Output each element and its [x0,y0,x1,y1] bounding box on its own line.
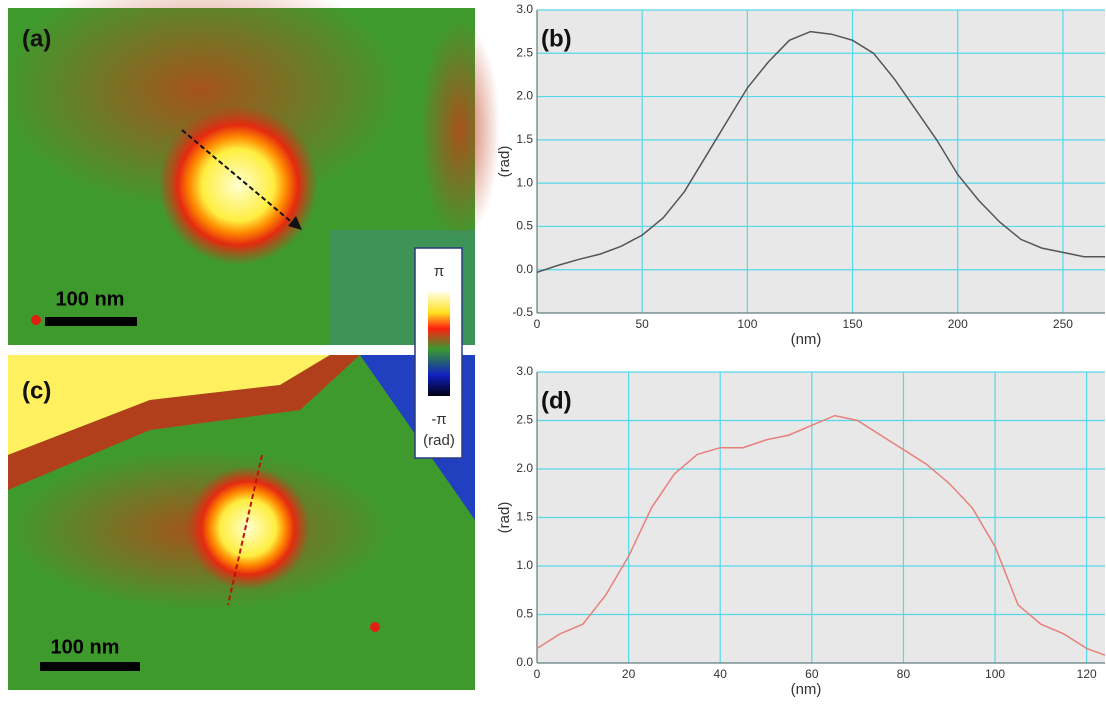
scale-bar [45,317,137,326]
x-tick-label: 250 [1053,317,1073,331]
red-band [8,355,360,490]
profile-line [227,454,263,606]
y-tick-label: 3.0 [516,364,533,378]
plot-area [537,10,1105,313]
x-tick-label: 150 [843,317,863,331]
y-tick-label: 1.0 [516,558,533,572]
haze [420,20,500,240]
y-axis-label: (rad) [496,502,513,534]
dot [31,315,41,325]
x-axis-label: (nm) [791,331,822,348]
particle [158,105,318,265]
y-tick-label: 2.0 [516,461,533,475]
colorbar-top: π [434,263,444,280]
colorbar: π -π (rad) [414,247,463,459]
y-axis-label: (rad) [496,146,513,178]
data-line [536,30,1105,274]
x-tick-label: 100 [737,317,757,331]
y-tick-label: 0.0 [516,262,533,276]
y-tick-label: 3.0 [516,2,533,16]
data-line [536,414,1106,656]
image-a: (a) 100 nm [0,0,500,345]
scale-bar-label: 100 nm [51,636,120,658]
x-tick-label: 80 [897,667,911,681]
y-tick-label: 1.5 [516,132,533,146]
panel-label: (d) [541,387,572,414]
y-tick-label: 0.5 [516,607,533,621]
y-tick-label: 2.5 [516,413,533,427]
x-axis-label: (nm) [791,681,822,698]
profile-line [181,129,296,226]
panel-label: (b) [541,25,572,52]
y-tick-label: -0.5 [512,305,533,319]
y-tick-label: 1.5 [516,510,533,524]
y-tick-label: 0.5 [516,219,533,233]
x-tick-label: 20 [622,667,636,681]
x-tick-label: 0 [534,317,541,331]
arrow-head [288,216,302,230]
scale-bar-label: 100 nm [56,288,125,310]
x-tick-label: 50 [636,317,650,331]
x-tick-label: 40 [714,667,728,681]
colorbar-unit: (rad) [423,432,455,449]
y-tick-label: 2.5 [516,45,533,59]
x-tick-label: 200 [948,317,968,331]
panel-label: (a) [22,25,51,52]
bright-band [8,355,330,455]
y-tick-label: 1.0 [516,175,533,189]
colorbar-bottom: -π [431,411,446,428]
y-tick-label: 2.0 [516,89,533,103]
y-tick-label: 0.0 [516,655,533,669]
x-tick-label: 0 [534,667,541,681]
image-c: (c) 100 nm [8,355,475,690]
x-tick-label: 120 [1077,667,1097,681]
panel-label: (c) [22,377,51,404]
x-tick-label: 60 [805,667,819,681]
colorbar-scale [428,292,450,396]
dot [370,622,380,632]
scale-bar [40,662,140,671]
x-tick-label: 100 [985,667,1005,681]
particle [186,466,310,590]
